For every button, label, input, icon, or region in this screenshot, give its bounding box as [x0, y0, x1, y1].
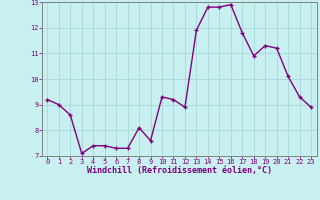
X-axis label: Windchill (Refroidissement éolien,°C): Windchill (Refroidissement éolien,°C) [87, 166, 272, 175]
